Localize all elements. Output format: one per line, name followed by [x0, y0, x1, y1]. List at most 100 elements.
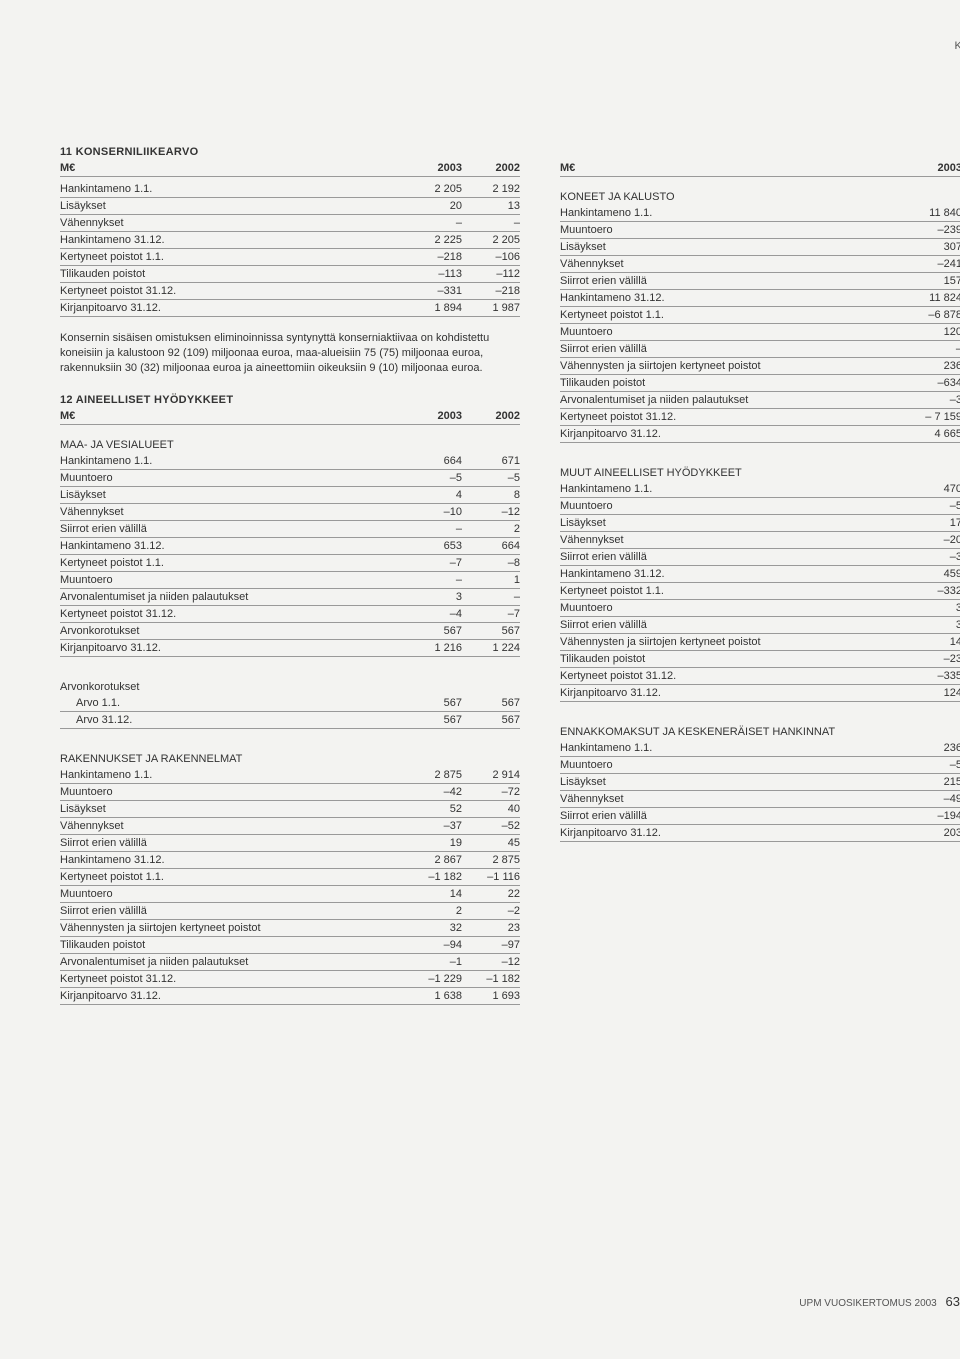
right-column: M€ 2003 2002 KONEET JA KALUSTO Hankintam… [560, 132, 960, 1005]
table-row: Arvonalentumiset ja niiden palautukset–1… [60, 953, 520, 970]
table-row: Kertyneet poistot 31.12.–335–332 [560, 668, 960, 685]
col-meuro: M€ [60, 408, 404, 425]
row-value-a: 124 [904, 685, 960, 702]
row-label: Siirrot erien välillä [560, 273, 904, 290]
page-header-category: KONSERNI [60, 40, 960, 52]
row-label: Hankintameno 1.1. [60, 453, 404, 470]
row-label: Arvo 31.12. [60, 711, 404, 728]
row-value-a: –239 [904, 222, 960, 239]
table-row: Vähennysten ja siirtojen kertyneet poist… [60, 919, 520, 936]
row-value-a: – [404, 520, 462, 537]
row-value-a: 19 [404, 834, 462, 851]
row-label: Lisäykset [560, 774, 904, 791]
table-row: Muuntoero–5–11 [560, 498, 960, 515]
row-value-b: 1 987 [462, 300, 520, 317]
row-value-a: 52 [404, 800, 462, 817]
muut-subhead: MUUT AINEELLISET HYÖDYKKEET [560, 457, 960, 481]
row-value-b: 22 [462, 885, 520, 902]
sec11-title: 11 KONSERNILIIKEARVO [60, 146, 520, 158]
row-label: Muuntoero [560, 222, 904, 239]
sec12-arvonkor-table: Arvonkorotukset Arvo 1.1.567567Arvo 31.1… [60, 671, 520, 729]
row-value-a: 203 [904, 825, 960, 842]
table-row: Vähennysten ja siirtojen kertyneet poist… [560, 634, 960, 651]
table-row: Hankintameno 31.12.653664 [60, 537, 520, 554]
table-row: Tilikauden poistot–113–112 [60, 266, 520, 283]
row-value-b: 2 205 [462, 232, 520, 249]
row-label: Hankintameno 1.1. [560, 481, 904, 498]
table-row: Lisäykset307265 [560, 239, 960, 256]
table-row: Vähennykset–– [60, 215, 520, 232]
rak-subhead: RAKENNUKSET JA RAKENNELMAT [60, 743, 520, 767]
row-value-a: 1 894 [404, 300, 462, 317]
table-row: Kertyneet poistot 1.1.–1 182–1 116 [60, 868, 520, 885]
row-value-b: –112 [462, 266, 520, 283]
row-value-a: –1 182 [404, 868, 462, 885]
row-label: Siirrot erien välillä [560, 617, 904, 634]
table-row: Muuntoero1422 [60, 885, 520, 902]
row-value-a: –49 [904, 791, 960, 808]
row-value-a: 2 205 [404, 181, 462, 198]
row-value-a: –7 [404, 554, 462, 571]
row-label: Hankintameno 1.1. [60, 767, 404, 784]
row-label: Kertyneet poistot 1.1. [60, 868, 404, 885]
row-value-a: 3 [904, 617, 960, 634]
table-row: Lisäykset215205 [560, 774, 960, 791]
row-label: Muuntoero [560, 600, 904, 617]
row-value-a: 1 216 [404, 639, 462, 656]
row-value-b: 2 192 [462, 181, 520, 198]
row-label: Siirrot erien välillä [60, 834, 404, 851]
row-value-a: 236 [904, 740, 960, 757]
table-row: Kertyneet poistot 31.12.–4–7 [60, 605, 520, 622]
row-value-a: –634 [904, 375, 960, 392]
row-label: Vähennykset [60, 503, 404, 520]
row-value-a: –42 [404, 783, 462, 800]
row-value-a: 3 [404, 588, 462, 605]
row-value-a: –332 [904, 583, 960, 600]
row-value-a: 2 875 [404, 767, 462, 784]
row-value-b: –2 [462, 902, 520, 919]
row-label: Siirrot erien välillä [560, 808, 904, 825]
col-meuro: M€ [60, 160, 404, 177]
row-label: Vähennysten ja siirtojen kertyneet poist… [60, 919, 404, 936]
row-value-a: –1 229 [404, 970, 462, 987]
table-row: Muuntoero–42–72 [60, 783, 520, 800]
table-row: Muuntoero36 [560, 600, 960, 617]
row-label: Kirjanpitoarvo 31.12. [560, 685, 904, 702]
row-value-a: –3 [904, 392, 960, 409]
row-label: Muuntoero [560, 757, 904, 774]
row-label: Muuntoero [60, 469, 404, 486]
table-row: Kirjanpitoarvo 31.12.1 8941 987 [60, 300, 520, 317]
table-row: Kirjanpitoarvo 31.12.4 6654 962 [560, 426, 960, 443]
row-label: Siirrot erien välillä [560, 341, 904, 358]
table-row: Lisäykset5240 [60, 800, 520, 817]
row-label: Vähennykset [560, 532, 904, 549]
row-value-b: 13 [462, 198, 520, 215]
row-label: Hankintameno 31.12. [60, 851, 404, 868]
row-value-b: –106 [462, 249, 520, 266]
row-value-a: 2 225 [404, 232, 462, 249]
table-row: Hankintameno 1.1.2 8752 914 [60, 767, 520, 784]
row-value-b: –72 [462, 783, 520, 800]
table-row: Vähennykset–10–12 [60, 503, 520, 520]
row-label: Kirjanpitoarvo 31.12. [60, 987, 404, 1004]
row-value-b: 23 [462, 919, 520, 936]
row-label: Lisäykset [560, 239, 904, 256]
row-label: Kertyneet poistot 1.1. [560, 307, 904, 324]
row-label: Lisäykset [60, 198, 404, 215]
row-label: Hankintameno 1.1. [560, 205, 904, 222]
table-row: Tilikauden poistot–94–97 [60, 936, 520, 953]
row-label: Vähennykset [560, 791, 904, 808]
table-row: Lisäykset1721 [560, 515, 960, 532]
row-value-a: 236 [904, 358, 960, 375]
row-value-b: 1 224 [462, 639, 520, 656]
col-meuro: M€ [560, 160, 904, 177]
row-label: Kertyneet poistot 1.1. [60, 554, 404, 571]
row-value-a: 4 665 [904, 426, 960, 443]
row-label: Kirjanpitoarvo 31.12. [560, 825, 904, 842]
row-value-a: –241 [904, 256, 960, 273]
koneet-subhead: KONEET JA KALUSTO [560, 181, 960, 205]
table-row: Kertyneet poistot 1.1.–7–8 [60, 554, 520, 571]
sec12-rak-table: RAKENNUKSET JA RAKENNELMAT Hankintameno … [60, 743, 520, 1005]
row-label: Vähennykset [60, 215, 404, 232]
row-label: Siirrot erien välillä [60, 902, 404, 919]
